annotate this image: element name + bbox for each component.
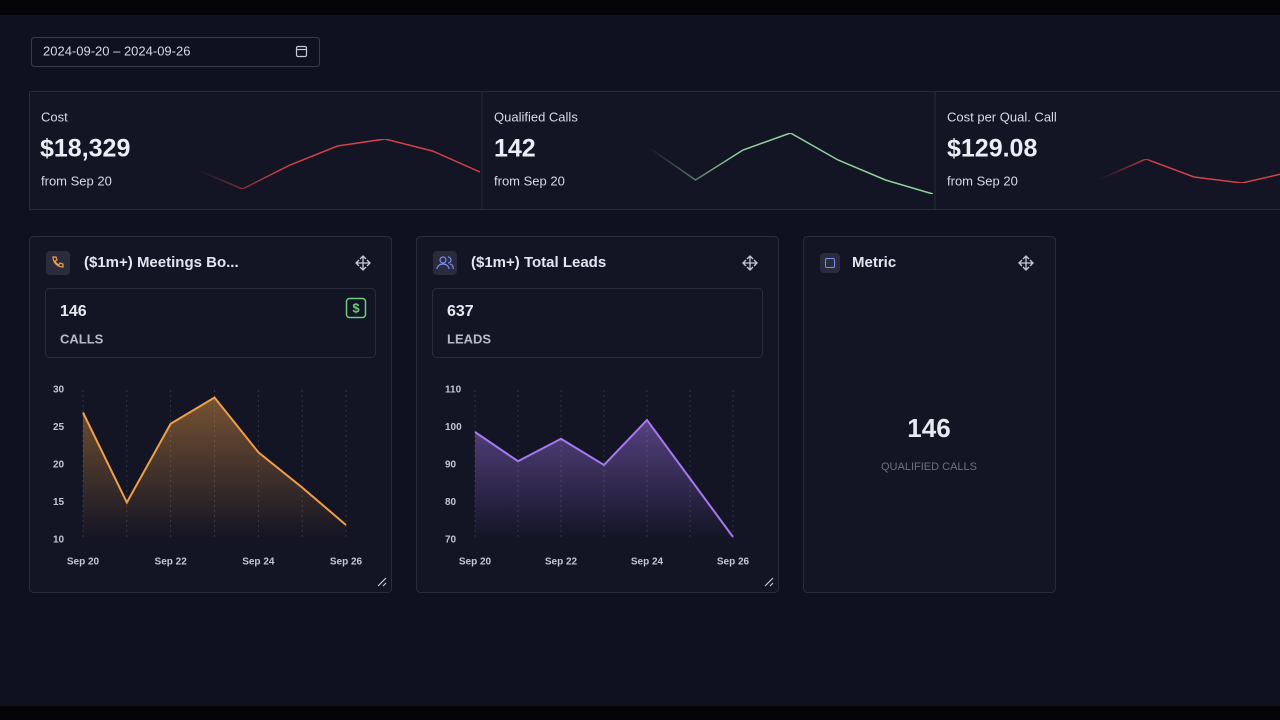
x-tick-label: Sep 24 — [631, 557, 664, 568]
kpi-label: Cost per Qual. Call — [947, 109, 1057, 124]
stat-box — [432, 288, 763, 358]
y-tick-label: 30 — [53, 385, 65, 396]
sparkline — [1097, 158, 1280, 184]
kpi-note: from Sep 20 — [494, 173, 565, 188]
move-handles[interactable] — [355, 255, 1034, 271]
widget-title: ($1m+) Meetings Bo... — [84, 254, 239, 271]
x-tick-label: Sep 24 — [242, 557, 275, 568]
metric-value: 146 — [907, 413, 950, 443]
y-tick-label: 10 — [53, 535, 65, 546]
dollar-icon — [345, 297, 367, 319]
kpi-row — [29, 91, 1280, 210]
widget-title: Metric — [852, 254, 896, 271]
resize-handle[interactable] — [377, 577, 387, 587]
dollar-glyph: $ — [352, 300, 360, 315]
x-tick-label: Sep 26 — [717, 557, 750, 568]
line-series — [82, 396, 347, 526]
stat-unit: LEADS — [447, 331, 491, 346]
kpi-note: from Sep 20 — [947, 173, 1018, 188]
users-glyph — [436, 256, 454, 270]
x-tick-label: Sep 26 — [330, 557, 363, 568]
stat-value: 637 — [447, 303, 474, 320]
stat-value: 146 — [60, 303, 87, 320]
y-tick-label: 15 — [53, 497, 65, 508]
calendar-icon — [295, 45, 308, 58]
top-bar — [0, 0, 1280, 15]
stat-box — [45, 288, 376, 358]
phone-glyph — [52, 256, 64, 268]
kpi-label: Qualified Calls — [494, 109, 578, 124]
users-icon — [433, 251, 457, 275]
bottom-bar — [0, 706, 1280, 720]
x-tick-label: Sep 22 — [545, 557, 578, 568]
y-tick-label: 80 — [445, 497, 457, 508]
line-area — [83, 397, 346, 540]
y-tick-label: 100 — [445, 422, 462, 433]
chart-icon — [820, 253, 840, 273]
kpi-value: 142 — [494, 135, 536, 163]
chart-glyph — [825, 258, 835, 268]
stat-unit: CALLS — [60, 331, 104, 346]
widget-title: ($1m+) Total Leads — [471, 254, 606, 271]
kpi-value: $18,329 — [40, 135, 130, 163]
y-tick-label: 20 — [53, 460, 65, 471]
y-tick-label: 25 — [53, 422, 65, 433]
sparkline — [194, 138, 481, 190]
kpi-value: $129.08 — [947, 135, 1037, 163]
sparkline — [647, 132, 934, 195]
x-tick-label: Sep 20 — [459, 557, 492, 568]
widget-card — [803, 236, 1056, 593]
y-tick-label: 70 — [445, 535, 457, 546]
y-tick-label: 90 — [445, 460, 457, 471]
date-picker[interactable] — [31, 37, 320, 67]
date-range: 2024-09-20 – 2024-09-26 — [43, 43, 190, 58]
metric-unit: QUALIFIED CALLS — [881, 461, 977, 473]
phone-icon — [46, 251, 70, 275]
x-tick-label: Sep 22 — [155, 557, 188, 568]
resize-handle[interactable] — [764, 577, 774, 587]
line-series — [474, 418, 734, 538]
x-tick-label: Sep 20 — [67, 557, 100, 568]
kpi-note: from Sep 20 — [41, 173, 112, 188]
y-tick-label: 110 — [445, 385, 462, 396]
kpi-label: Cost — [41, 109, 68, 124]
